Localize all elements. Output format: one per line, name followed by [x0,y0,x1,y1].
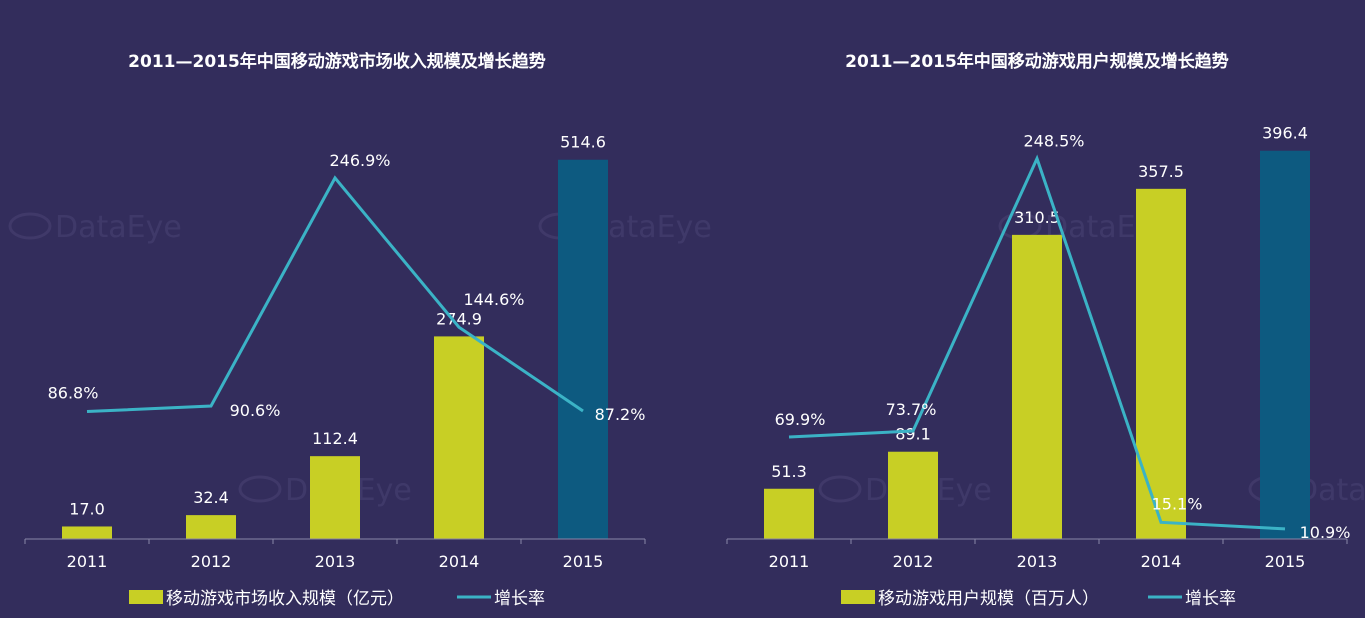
growth-rate-label: 248.5% [1023,132,1084,151]
growth-rate-label: 10.9% [1300,523,1351,542]
bar-value-label: 89.1 [895,425,931,444]
x-tick-label: 2012 [893,552,934,571]
x-tick-label: 2015 [1265,552,1306,571]
bar-2012 [888,451,938,539]
bar-value-label: 32.4 [193,488,229,507]
x-ticks-group: 2011 2012 2013 2014 2015 [24,539,646,571]
growth-rate-line [86,175,584,414]
growth-line-group: 86.8% 90.6% 246.9% 144.6% 87.2% [48,151,646,424]
growth-rate-label: 15.1% [1152,494,1203,513]
users-chart: 2011—2015年中国移动游戏用户规模及增长趋势 51.3 89.1 310.5 3… [726,51,1351,609]
x-ticks-group: 2011 2012 2013 2014 2015 [726,539,1348,571]
legend: 移动游戏用户规模（百万人） 增长率 [841,589,1236,609]
bar-value-label: 310.5 [1014,208,1060,227]
bar-value-label: 514.6 [560,133,606,152]
growth-rate-label: 69.9% [775,410,826,429]
bar-2011 [62,526,112,539]
legend-line-label: 增长率 [494,589,545,609]
growth-rate-label: 144.6% [463,290,524,309]
bars-group: 51.3 89.1 310.5 357.5 396.4 [764,124,1310,540]
eye-icon [8,212,52,240]
x-tick-label: 2013 [1017,552,1058,571]
growth-line-group: 69.9% 73.7% 248.5% 15.1% 10.9% [775,132,1351,542]
legend-bar-label: 移动游戏用户规模（百万人） [878,589,1099,609]
bar-2014 [434,336,484,539]
bar-2015 [1260,150,1310,539]
legend: 移动游戏市场收入规模（亿元） 增长率 [129,589,545,609]
legend-line-label: 增长率 [1185,589,1236,609]
x-tick-label: 2013 [315,552,356,571]
bar-value-label: 357.5 [1138,162,1184,181]
bar-2013 [310,456,360,539]
bar-value-label: 17.0 [69,499,105,518]
growth-rate-label: 86.8% [48,384,99,403]
growth-rate-line [788,154,1286,531]
bar-2012 [186,515,236,539]
bar-value-label: 51.3 [771,462,807,481]
growth-rate-label: 246.9% [329,151,390,170]
bar-2015 [558,159,608,539]
legend-bar-swatch [841,590,875,604]
chart-title: 2011—2015年中国移动游戏用户规模及增长趋势 [845,51,1229,72]
bar-value-label: 396.4 [1262,124,1308,143]
revenue-chart: 2011—2015年中国移动游戏市场收入规模及增长趋势 17.0 32.4 112.… [24,51,646,609]
growth-rate-label: 73.7% [886,400,937,419]
watermark-text: DataEye [55,210,182,245]
eye-icon [818,475,862,503]
x-tick-label: 2015 [563,552,604,571]
bar-value-label: 112.4 [312,429,358,448]
x-tick-label: 2014 [1141,552,1182,571]
bar-2013 [1012,234,1062,540]
legend-bar-label: 移动游戏市场收入规模（亿元） [166,589,404,609]
x-tick-label: 2011 [769,552,810,571]
x-tick-label: 2014 [439,552,480,571]
legend-bar-swatch [129,590,163,604]
chart-title: 2011—2015年中国移动游戏市场收入规模及增长趋势 [128,51,546,72]
bar-2011 [764,488,814,539]
x-tick-label: 2012 [191,552,232,571]
x-tick-label: 2011 [67,552,108,571]
eye-icon [238,475,282,503]
growth-rate-label: 87.2% [595,405,646,424]
growth-rate-label: 90.6% [230,401,281,420]
bar-2014 [1136,188,1186,540]
